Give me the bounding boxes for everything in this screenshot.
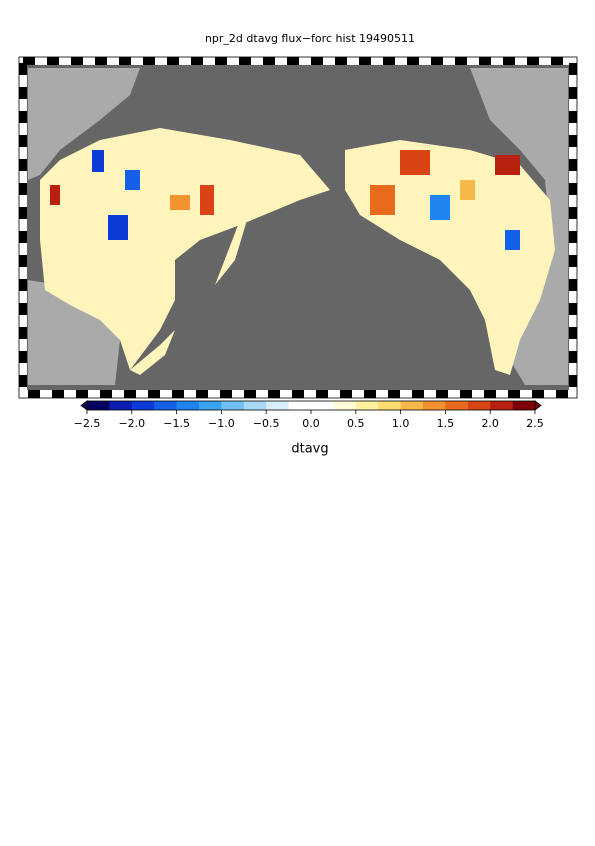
colorbar-tick-label: 2.5 xyxy=(526,417,544,430)
colorbar-label: dtavg xyxy=(291,442,328,457)
anomaly xyxy=(92,150,104,172)
colorbar-segment xyxy=(355,401,379,410)
colorbar: −2.5 −2.0 −1.5 −1.0 −0.5 0.0 0.5 1.0 1.5 2.0 2.5 xyxy=(74,400,544,430)
land xyxy=(28,68,140,180)
colorbar-tick-label: −1.5 xyxy=(163,417,190,430)
data-region xyxy=(130,330,175,375)
colorbar-segment xyxy=(131,401,155,410)
colorbar-segment xyxy=(288,401,312,410)
colorbar-tick-label: −2.5 xyxy=(74,417,101,430)
colorbar-segment xyxy=(176,401,200,410)
colorbar-segment xyxy=(490,401,513,410)
colorbar-tick-label: 0.5 xyxy=(347,417,365,430)
anomaly xyxy=(460,180,475,200)
colorbar-segment xyxy=(311,401,334,410)
anomaly xyxy=(200,185,214,215)
anomaly xyxy=(50,185,60,205)
map xyxy=(18,56,578,399)
anomaly xyxy=(430,195,450,220)
colorbar-tick-label: −1.0 xyxy=(208,417,235,430)
colorbar-segment xyxy=(512,401,536,410)
data-region xyxy=(40,128,330,370)
anomaly xyxy=(370,185,395,215)
colorbar-segment xyxy=(445,401,469,410)
colorbar-arrow xyxy=(534,400,542,411)
anomaly xyxy=(170,195,190,210)
colorbar-segment xyxy=(467,401,491,410)
colorbar-tick-label: −2.0 xyxy=(118,417,145,430)
colorbar-segment xyxy=(423,401,446,410)
data-region xyxy=(345,140,555,375)
anomaly xyxy=(108,215,128,240)
colorbar-arrow xyxy=(80,400,88,411)
anomaly xyxy=(400,150,430,175)
colorbar-segment xyxy=(243,401,267,410)
colorbar-tick-label: 1.5 xyxy=(437,417,455,430)
map-title: npr_2d dtavg flux−forc hist 19490511 xyxy=(205,32,415,45)
colorbar-segment xyxy=(378,401,401,410)
anomaly xyxy=(125,170,140,190)
colorbar-segment xyxy=(266,401,289,410)
colorbar-tick-label: −0.5 xyxy=(253,417,280,430)
colorbar-segment xyxy=(199,401,222,410)
map-border xyxy=(18,56,578,399)
colorbar-segment xyxy=(333,401,357,410)
colorbar-segment xyxy=(109,401,133,410)
colorbar-segment xyxy=(87,401,110,410)
land xyxy=(28,280,120,385)
land xyxy=(470,68,568,385)
colorbar-segment xyxy=(154,401,177,410)
colorbar-segment xyxy=(400,401,424,410)
data-region xyxy=(215,210,250,285)
colorbar-segment xyxy=(221,401,245,410)
colorbar-tick-label: 0.0 xyxy=(302,417,320,430)
colorbar-tick-label: 2.0 xyxy=(481,417,499,430)
anomaly xyxy=(495,155,520,175)
colorbar-tick-label: 1.0 xyxy=(392,417,410,430)
anomaly xyxy=(505,230,520,250)
map-frame xyxy=(19,57,577,398)
